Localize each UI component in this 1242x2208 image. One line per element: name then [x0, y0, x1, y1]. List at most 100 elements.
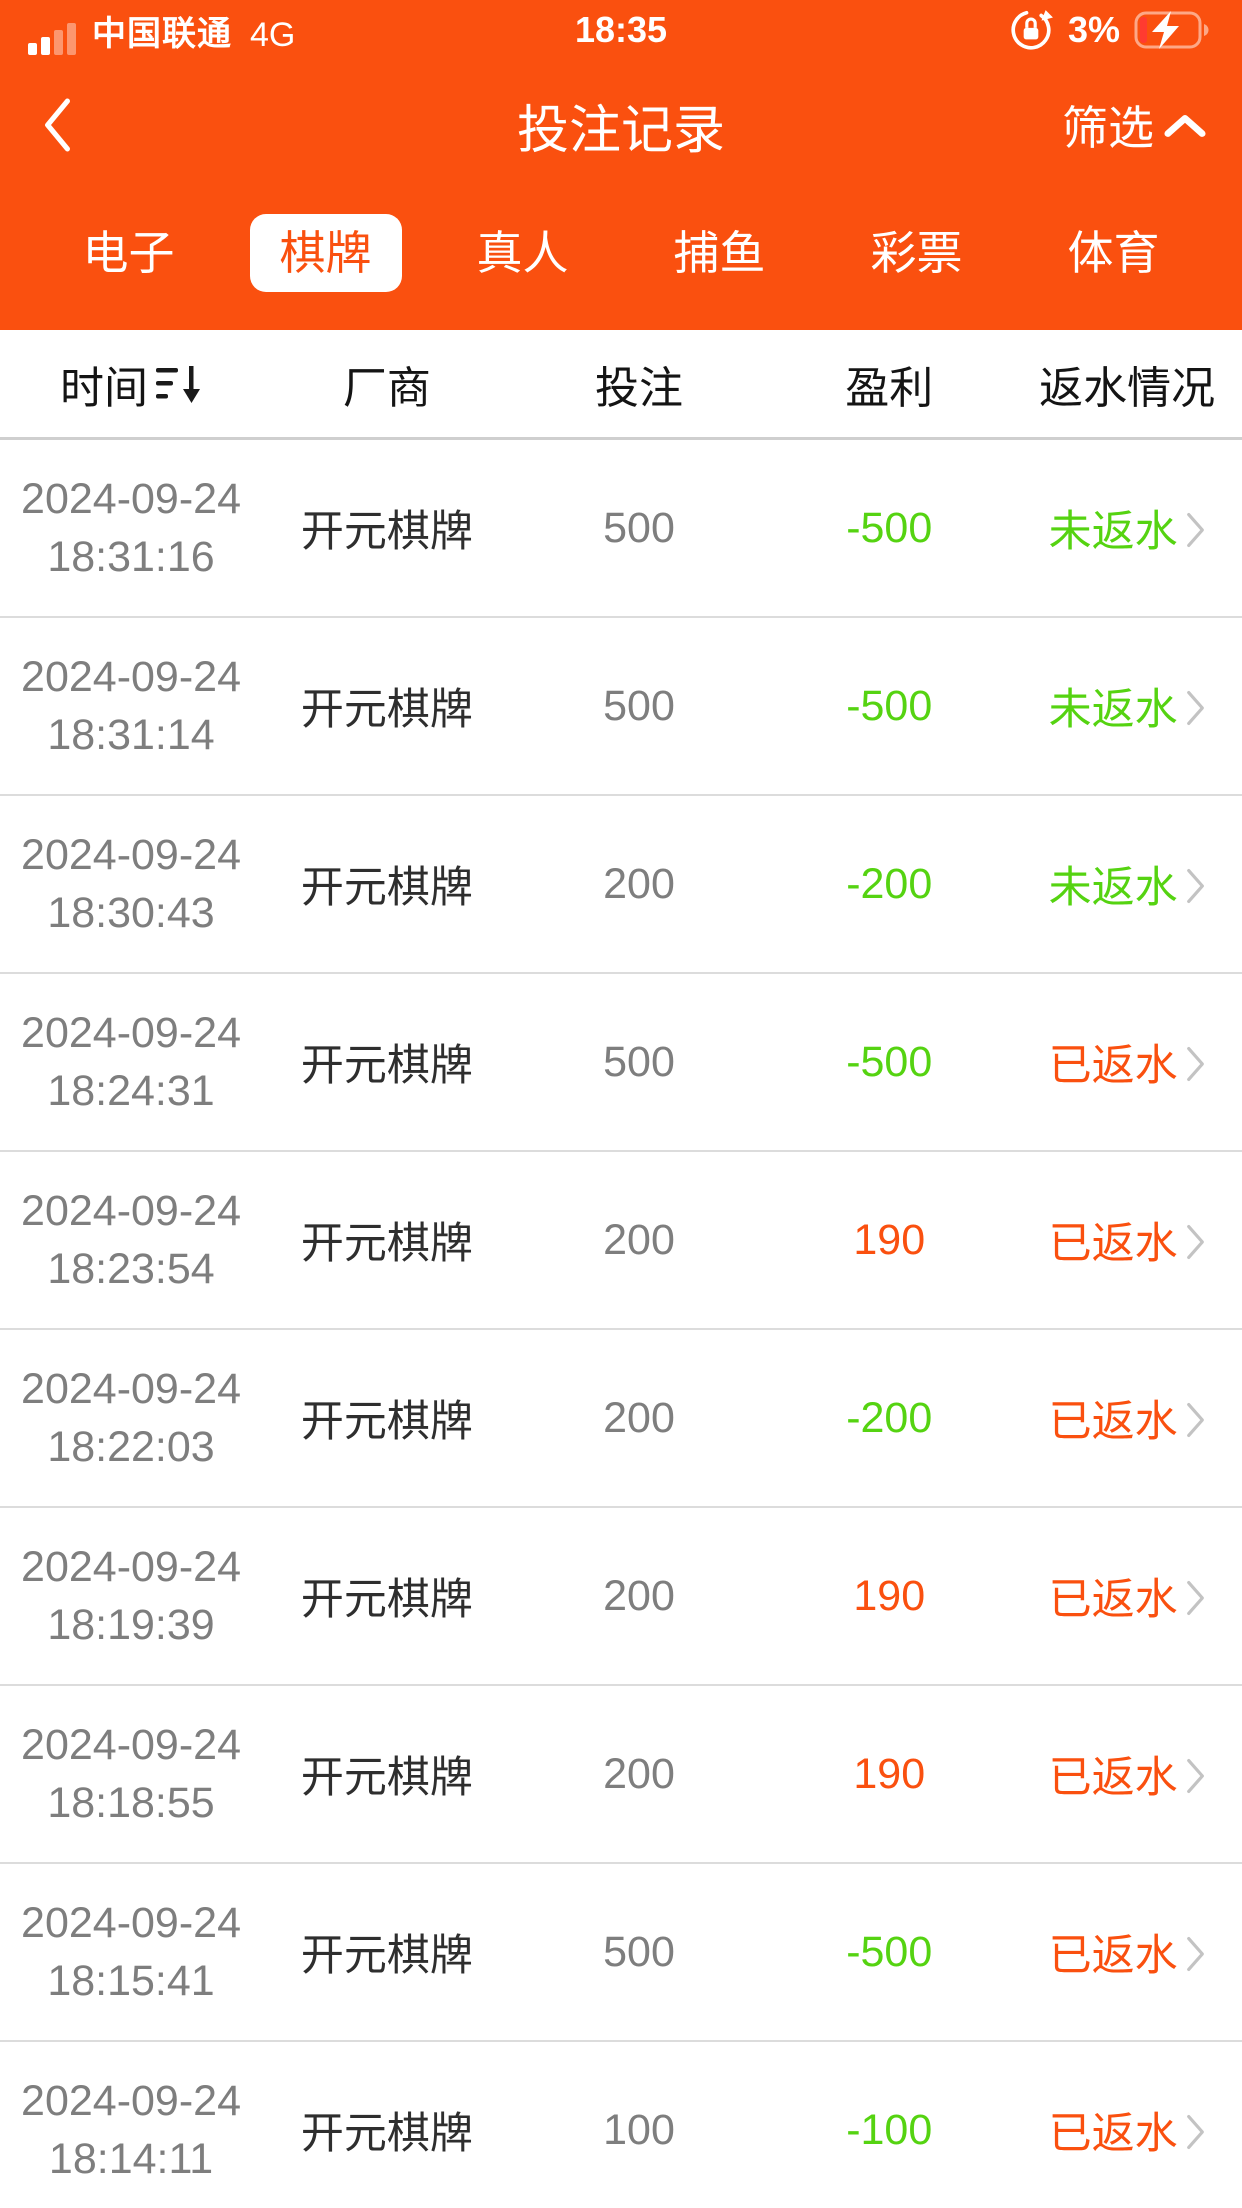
table-row[interactable]: 2024-09-24 18:31:16 开元棋牌 500 -500 未返水 [0, 440, 1242, 618]
rebate-cell[interactable]: 已返水 [1012, 2099, 1242, 2161]
tab-dianzi[interactable]: 电子 [53, 214, 205, 292]
status-left: 中国联通 4G [28, 6, 295, 55]
bet-amount-cell: 500 [603, 1037, 675, 1086]
profit-value: -200 [846, 859, 933, 908]
table-body: 2024-09-24 18:31:16 开元棋牌 500 -500 未返水 20… [0, 440, 1242, 2208]
chevron-right-icon [1186, 690, 1204, 726]
chevron-right-icon [1186, 2114, 1204, 2150]
profit-value: 190 [853, 1571, 926, 1620]
chevron-right-icon [1186, 1580, 1204, 1616]
chevron-right-icon [1186, 868, 1204, 904]
vendor-cell: 开元棋牌 [300, 1220, 473, 1268]
rebate-cell[interactable]: 未返水 [1012, 853, 1242, 915]
rebate-cell[interactable]: 已返水 [1012, 1031, 1242, 1093]
chevron-right-icon [1186, 1758, 1204, 1794]
bet-date: 2024-09-24 [21, 1186, 241, 1235]
rebate-cell[interactable]: 已返水 [1012, 1743, 1242, 1805]
bet-amount-cell: 500 [603, 503, 675, 552]
bet-clock: 18:18:55 [47, 1779, 215, 1827]
vendor-cell: 开元棋牌 [300, 1042, 473, 1090]
tab-buyu[interactable]: 捕鱼 [644, 214, 796, 292]
battery-level-fill [1140, 17, 1147, 43]
rebate-status: 已返水 [1048, 1932, 1178, 1980]
rebate-status: 未返水 [1048, 686, 1178, 734]
rebate-cell[interactable]: 已返水 [1012, 1387, 1242, 1449]
bet-clock: 18:24:31 [47, 1067, 215, 1115]
bet-time-cell: 2024-09-24 18:23:54 [0, 1182, 262, 1298]
status-right: 3% [1008, 7, 1214, 53]
back-button[interactable] [36, 92, 78, 158]
sort-descending-icon [156, 365, 201, 403]
profit-value: 190 [853, 1749, 926, 1798]
table-row[interactable]: 2024-09-24 18:23:54 开元棋牌 200 190 已返水 [0, 1152, 1242, 1330]
bet-amount-cell: 100 [603, 2105, 675, 2154]
bet-clock: 18:19:39 [47, 1601, 215, 1649]
table-row[interactable]: 2024-09-24 18:24:31 开元棋牌 500 -500 已返水 [0, 974, 1242, 1152]
column-header-vendor: 厂商 [342, 363, 431, 413]
tab-qipai[interactable]: 棋牌 [249, 214, 402, 292]
vendor-cell: 开元棋牌 [300, 1932, 473, 1980]
bet-amount-cell: 200 [603, 859, 675, 908]
profit-value: -100 [846, 2105, 933, 2154]
profit-value: -500 [846, 681, 933, 730]
rebate-status: 已返水 [1048, 1754, 1178, 1802]
table-row[interactable]: 2024-09-24 18:19:39 开元棋牌 200 190 已返水 [0, 1508, 1242, 1686]
profit-value: 190 [853, 1215, 926, 1264]
vendor-cell: 开元棋牌 [300, 508, 473, 556]
column-header-time[interactable]: 时间 [0, 352, 262, 416]
table-row[interactable]: 2024-09-24 18:30:43 开元棋牌 200 -200 未返水 [0, 796, 1242, 974]
bet-date: 2024-09-24 [21, 1008, 241, 1057]
table-row[interactable]: 2024-09-24 18:18:55 开元棋牌 200 190 已返水 [0, 1686, 1242, 1864]
bet-time-cell: 2024-09-24 18:19:39 [0, 1538, 262, 1654]
chevron-right-icon [1186, 1402, 1204, 1438]
bet-clock: 18:22:03 [47, 1423, 215, 1471]
table-row[interactable]: 2024-09-24 18:31:14 开元棋牌 500 -500 未返水 [0, 618, 1242, 796]
column-header-profit: 盈利 [845, 363, 934, 413]
rebate-cell[interactable]: 已返水 [1012, 1209, 1242, 1271]
bet-clock: 18:31:16 [47, 533, 215, 581]
rebate-cell[interactable]: 已返水 [1012, 1565, 1242, 1627]
profit-value: -500 [846, 1927, 933, 1976]
tab-bar: 电子 棋牌 真人 捕鱼 彩票 体育 [0, 190, 1242, 330]
nav-bar: 投注记录 筛选 [0, 60, 1242, 190]
bet-time-cell: 2024-09-24 18:15:41 [0, 1894, 262, 2010]
chevron-left-icon [45, 98, 70, 152]
table-row[interactable]: 2024-09-24 18:14:11 开元棋牌 100 -100 已返水 [0, 2042, 1242, 2208]
page-title: 投注记录 [516, 101, 725, 160]
rebate-status: 已返水 [1048, 1220, 1178, 1268]
table-header: 时间 厂商 投注 盈利 返水情况 [0, 330, 1242, 440]
tab-tiyu[interactable]: 体育 [1038, 214, 1190, 292]
bet-clock: 18:23:54 [47, 1245, 215, 1293]
bet-date: 2024-09-24 [21, 2076, 241, 2125]
bet-amount-cell: 500 [603, 1927, 675, 1976]
rebate-status: 已返水 [1048, 1576, 1178, 1624]
rebate-cell[interactable]: 已返水 [1012, 1921, 1242, 1983]
tab-caipiao[interactable]: 彩票 [841, 214, 993, 292]
chevron-up-icon [1164, 114, 1206, 137]
battery-percent-label: 3% [1067, 9, 1120, 50]
vendor-cell: 开元棋牌 [300, 2110, 473, 2158]
tab-zhenren[interactable]: 真人 [447, 214, 599, 292]
bet-date: 2024-09-24 [21, 830, 241, 879]
chevron-right-icon [1186, 512, 1204, 548]
filter-label: 筛选 [1062, 102, 1154, 154]
profit-value: -500 [846, 1037, 933, 1086]
bet-time-cell: 2024-09-24 18:14:11 [0, 2072, 262, 2188]
table-row[interactable]: 2024-09-24 18:15:41 开元棋牌 500 -500 已返水 [0, 1864, 1242, 2042]
rebate-cell[interactable]: 未返水 [1012, 675, 1242, 737]
column-header-bet: 投注 [594, 363, 683, 413]
bet-time-cell: 2024-09-24 18:31:14 [0, 648, 262, 764]
filter-button[interactable]: 筛选 [1062, 92, 1206, 158]
table-row[interactable]: 2024-09-24 18:22:03 开元棋牌 200 -200 已返水 [0, 1330, 1242, 1508]
chevron-right-icon [1186, 1936, 1204, 1972]
bet-amount-cell: 200 [603, 1393, 675, 1442]
bet-date: 2024-09-24 [21, 474, 241, 523]
bet-amount-cell: 200 [603, 1749, 675, 1798]
battery-charging-icon [1134, 11, 1209, 49]
bet-time-cell: 2024-09-24 18:24:31 [0, 1004, 262, 1120]
bet-clock: 18:15:41 [47, 1957, 215, 2005]
orientation-lock-icon [1011, 10, 1053, 50]
rebate-cell[interactable]: 未返水 [1012, 497, 1242, 559]
chevron-right-icon [1186, 1046, 1204, 1082]
vendor-cell: 开元棋牌 [300, 864, 473, 912]
